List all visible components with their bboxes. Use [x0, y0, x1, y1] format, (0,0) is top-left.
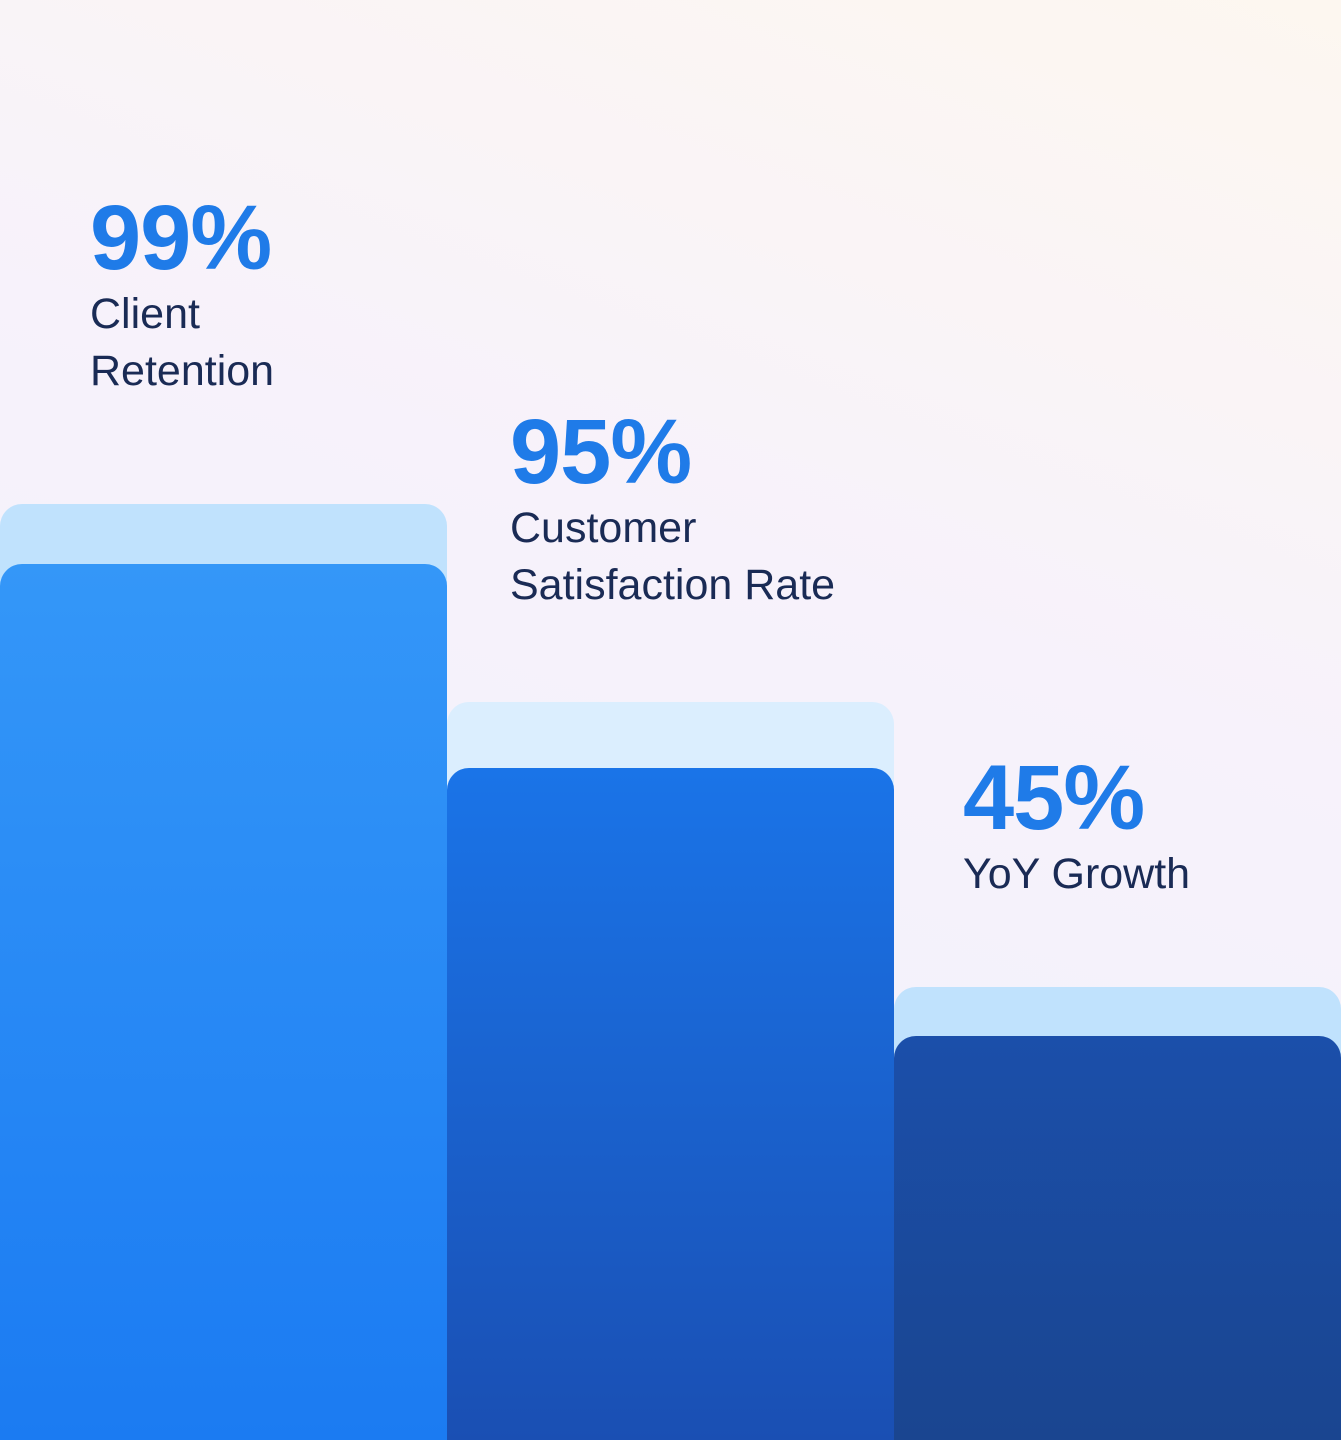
- stat-value: 45%: [963, 747, 1145, 849]
- stat: 45% YoY Growth: [963, 750, 1323, 903]
- stat-label: YoY Growth: [963, 850, 1191, 898]
- bar: [0, 564, 447, 1440]
- stat: 95% Customer Satisfaction Rate: [510, 404, 910, 614]
- stat-value: 95%: [510, 401, 692, 503]
- bar: [894, 1036, 1341, 1440]
- bar: [447, 768, 894, 1440]
- stat-label: Client Retention: [90, 290, 275, 395]
- stat: 99% Client Retention: [90, 190, 330, 400]
- stat-label: Customer Satisfaction Rate: [510, 504, 836, 609]
- stat-value: 99%: [90, 187, 272, 289]
